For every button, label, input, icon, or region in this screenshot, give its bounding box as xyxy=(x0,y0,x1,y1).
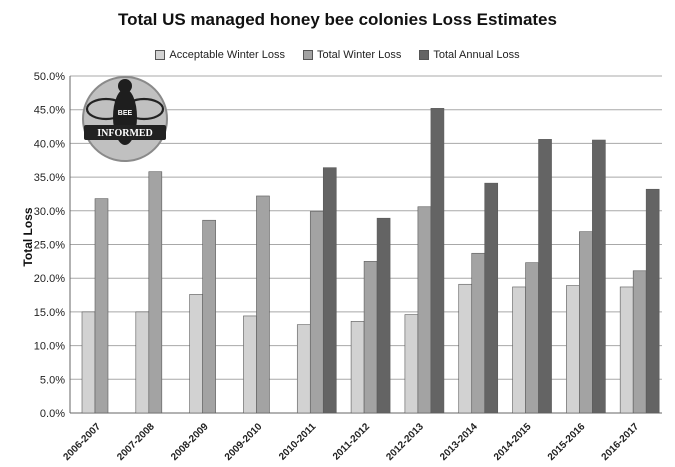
bar-winter xyxy=(309,211,324,414)
bar-annual xyxy=(430,108,445,414)
bar-acceptable xyxy=(512,286,526,414)
legend-label-annual: Total Annual Loss xyxy=(433,49,520,61)
y-tick-label: 5.0% xyxy=(40,374,65,386)
x-tick-label: 2006-2007 xyxy=(61,421,103,463)
bar-acceptable xyxy=(296,324,311,414)
bar-winter xyxy=(256,195,270,414)
legend-swatch-acceptable xyxy=(155,50,166,60)
legend-item-winter: Total Winter Loss xyxy=(302,49,402,61)
y-tick-label: 50.0% xyxy=(34,71,65,83)
y-tick-label: 0.0% xyxy=(40,408,65,420)
x-tick-label: 2008-2009 xyxy=(169,421,211,463)
legend-item-annual: Total Annual Loss xyxy=(419,49,520,61)
legend-swatch-winter xyxy=(302,50,313,60)
bar-acceptable xyxy=(566,285,580,414)
bar-winter xyxy=(525,262,539,414)
bar-acceptable xyxy=(404,314,419,414)
x-tick-label: 2016-2017 xyxy=(600,421,642,463)
x-tick-label: 2012-2013 xyxy=(384,421,426,463)
bar-acceptable xyxy=(619,286,634,414)
logo-banner xyxy=(84,125,166,140)
bar-annual xyxy=(645,188,660,414)
logo-text-informed: INFORMED xyxy=(97,128,153,139)
legend: Acceptable Winter Loss Total Winter Loss… xyxy=(0,49,675,61)
bar-acceptable xyxy=(81,311,96,414)
bar-annual xyxy=(538,139,552,414)
legend-label-acceptable: Acceptable Winter Loss xyxy=(169,49,285,61)
bar-winter xyxy=(363,261,378,414)
bar-winter xyxy=(632,270,647,414)
legend-swatch-annual xyxy=(419,50,430,60)
bar-winter xyxy=(148,171,163,414)
logo-text-bee: BEE xyxy=(118,110,133,117)
bee-head-icon xyxy=(118,79,132,93)
bar-winter xyxy=(579,231,593,414)
x-tick-label: 2013-2014 xyxy=(438,421,480,463)
bar-acceptable xyxy=(458,283,473,414)
y-tick-label: 30.0% xyxy=(34,206,65,218)
bar-winter xyxy=(202,219,216,414)
y-tick-label: 25.0% xyxy=(34,240,65,252)
bar-acceptable xyxy=(243,315,257,414)
y-tick-label: 10.0% xyxy=(34,341,65,353)
x-tick-label: 2007-2008 xyxy=(115,421,157,463)
bar-acceptable xyxy=(189,294,203,414)
bar-winter xyxy=(417,206,432,414)
legend-label-winter: Total Winter Loss xyxy=(316,49,402,61)
x-tick-label: 2010-2011 xyxy=(277,421,319,463)
bar-annual xyxy=(376,217,391,414)
y-tick-label: 15.0% xyxy=(34,307,65,319)
x-tick-label: 2014-2015 xyxy=(492,421,534,463)
y-tick-label: 45.0% xyxy=(34,105,65,117)
bar-acceptable xyxy=(350,321,365,414)
y-tick-label: 20.0% xyxy=(34,273,65,285)
x-tick-label: 2015-2016 xyxy=(546,421,588,463)
bar-acceptable xyxy=(135,311,150,414)
x-tick-label: 2011-2012 xyxy=(331,421,373,463)
chart-title: Total US managed honey bee colonies Loss… xyxy=(118,10,557,29)
bar-annual xyxy=(322,167,337,414)
x-tick-label: 2009-2010 xyxy=(223,421,265,463)
bar-winter xyxy=(471,252,486,414)
bar-annual xyxy=(484,182,499,414)
y-tick-label: 35.0% xyxy=(34,172,65,184)
y-tick-label: 40.0% xyxy=(34,138,65,150)
legend-item-acceptable: Acceptable Winter Loss xyxy=(155,49,285,61)
bar-winter xyxy=(94,198,109,414)
bar-annual xyxy=(592,139,606,414)
